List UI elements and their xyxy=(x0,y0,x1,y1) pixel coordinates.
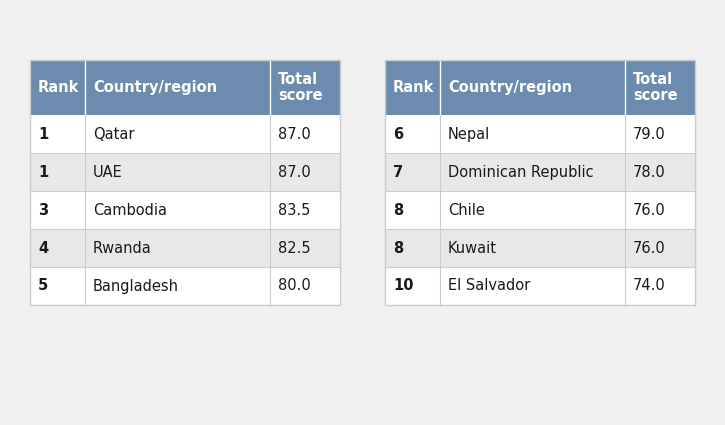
Text: Rwanda: Rwanda xyxy=(93,241,152,255)
Bar xyxy=(385,229,695,267)
Bar xyxy=(385,191,695,229)
Bar xyxy=(30,267,340,305)
Text: Qatar: Qatar xyxy=(93,127,135,142)
Text: Bangladesh: Bangladesh xyxy=(93,278,179,294)
Bar xyxy=(30,60,340,305)
Bar xyxy=(30,191,340,229)
Text: 1: 1 xyxy=(38,127,49,142)
Text: 76.0: 76.0 xyxy=(633,202,666,218)
Text: 80.0: 80.0 xyxy=(278,278,311,294)
Text: 74.0: 74.0 xyxy=(633,278,666,294)
Text: Total
score: Total score xyxy=(633,72,678,103)
Bar xyxy=(30,229,340,267)
Text: 87.0: 87.0 xyxy=(278,164,311,179)
Text: Country/region: Country/region xyxy=(93,80,217,95)
Text: Kuwait: Kuwait xyxy=(448,241,497,255)
Text: Nepal: Nepal xyxy=(448,127,490,142)
Text: 78.0: 78.0 xyxy=(633,164,666,179)
Text: 87.0: 87.0 xyxy=(278,127,311,142)
Text: 3: 3 xyxy=(38,202,48,218)
Bar xyxy=(30,153,340,191)
Text: 1: 1 xyxy=(38,164,49,179)
Text: Rank: Rank xyxy=(393,80,434,95)
Bar xyxy=(385,60,695,115)
Bar xyxy=(385,153,695,191)
Text: Dominican Republic: Dominican Republic xyxy=(448,164,594,179)
Text: 83.5: 83.5 xyxy=(278,202,310,218)
Text: 7: 7 xyxy=(393,164,403,179)
Text: 5: 5 xyxy=(38,278,49,294)
Bar xyxy=(385,267,695,305)
Bar xyxy=(30,60,340,115)
Text: 82.5: 82.5 xyxy=(278,241,310,255)
Bar xyxy=(385,115,695,153)
Text: 8: 8 xyxy=(393,202,403,218)
Text: 10: 10 xyxy=(393,278,413,294)
Text: 4: 4 xyxy=(38,241,48,255)
Bar xyxy=(385,60,695,305)
Text: 79.0: 79.0 xyxy=(633,127,666,142)
Text: 76.0: 76.0 xyxy=(633,241,666,255)
Text: El Salvador: El Salvador xyxy=(448,278,530,294)
Text: Rank: Rank xyxy=(38,80,79,95)
Text: 8: 8 xyxy=(393,241,403,255)
Text: Country/region: Country/region xyxy=(448,80,572,95)
Text: Cambodia: Cambodia xyxy=(93,202,167,218)
Text: 6: 6 xyxy=(393,127,403,142)
Text: Total
score: Total score xyxy=(278,72,323,103)
Text: Chile: Chile xyxy=(448,202,485,218)
Bar xyxy=(30,115,340,153)
Text: UAE: UAE xyxy=(93,164,123,179)
